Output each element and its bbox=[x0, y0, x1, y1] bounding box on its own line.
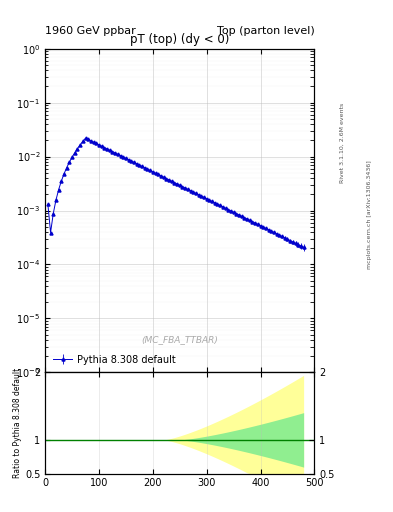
Title: pT (top) (dy < 0): pT (top) (dy < 0) bbox=[130, 33, 230, 46]
Text: (MC_FBA_TTBAR): (MC_FBA_TTBAR) bbox=[141, 335, 218, 345]
Text: 1960 GeV ppbar: 1960 GeV ppbar bbox=[45, 26, 136, 36]
Text: Top (parton level): Top (parton level) bbox=[217, 26, 314, 36]
Y-axis label: Ratio to Pythia 8.308 default: Ratio to Pythia 8.308 default bbox=[13, 368, 22, 478]
Legend: Pythia 8.308 default: Pythia 8.308 default bbox=[50, 352, 179, 368]
Text: Rivet 3.1.10, 2.6M events: Rivet 3.1.10, 2.6M events bbox=[340, 103, 344, 183]
Text: mcplots.cern.ch [arXiv:1306.3436]: mcplots.cern.ch [arXiv:1306.3436] bbox=[367, 161, 372, 269]
